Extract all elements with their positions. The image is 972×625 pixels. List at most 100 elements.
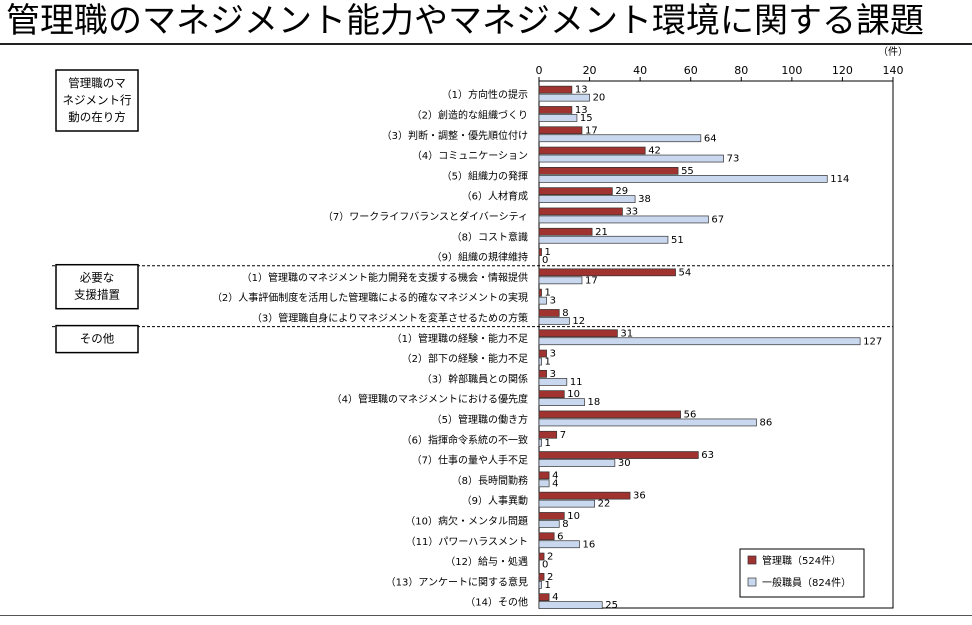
value-label: 67 bbox=[711, 214, 724, 225]
category-label: （3）判断・調整・優先順位付け bbox=[382, 129, 528, 142]
category-label: （1）管理職のマネジメント能力開発を支援する機会・情報提供 bbox=[242, 271, 528, 284]
bar-manager bbox=[538, 126, 583, 135]
bar-manager bbox=[538, 329, 618, 338]
bar-staff bbox=[538, 296, 547, 305]
bar-staff bbox=[538, 479, 550, 488]
category-label: （2）創造的な組織づくり bbox=[412, 108, 528, 121]
bar-manager bbox=[538, 146, 646, 155]
value-label: 2 bbox=[547, 552, 553, 563]
value-label: 29 bbox=[615, 186, 628, 197]
category-label: （5）管理職の働き方 bbox=[432, 413, 528, 426]
value-label: 36 bbox=[633, 491, 646, 502]
group-label-line: 動の在り方 bbox=[68, 110, 126, 124]
legend-swatch bbox=[747, 555, 757, 565]
value-label: 3 bbox=[550, 369, 556, 380]
x-tick-label: 100 bbox=[781, 64, 802, 77]
bar-staff bbox=[538, 418, 757, 427]
bar-staff bbox=[538, 195, 636, 203]
value-label: 12 bbox=[572, 316, 585, 327]
value-label: 6 bbox=[557, 531, 563, 542]
value-label: 3 bbox=[550, 296, 556, 307]
category-label: （13）アンケートに関する意見 bbox=[386, 575, 528, 588]
value-label: 13 bbox=[575, 105, 588, 116]
value-label: 8 bbox=[562, 308, 568, 319]
category-label: （6）人材育成 bbox=[462, 190, 528, 203]
bar-manager bbox=[538, 390, 565, 398]
bar-manager bbox=[538, 430, 558, 439]
value-label: 17 bbox=[585, 125, 598, 136]
bottom-divider bbox=[0, 615, 972, 616]
value-label: 1 bbox=[545, 357, 551, 368]
x-tick-label: 140 bbox=[883, 64, 904, 77]
value-label: 0 bbox=[542, 255, 548, 266]
value-label: 13 bbox=[575, 85, 588, 96]
bar-staff bbox=[538, 276, 583, 285]
bar-manager bbox=[538, 227, 593, 236]
x-tick-label: 60 bbox=[684, 64, 698, 77]
bar-manager bbox=[538, 532, 555, 541]
bar-staff bbox=[538, 114, 578, 122]
legend-swatch bbox=[747, 577, 757, 587]
x-tick-label: 0 bbox=[536, 64, 543, 77]
category-label: （3）幹部職員との関係 bbox=[422, 372, 528, 385]
category-label: （6）指揮命令系統の不一致 bbox=[402, 433, 528, 446]
value-label: 11 bbox=[570, 377, 583, 388]
bar-staff bbox=[538, 235, 669, 244]
value-label: 33 bbox=[625, 206, 638, 217]
bar-staff bbox=[538, 337, 861, 346]
group-label-line: 必要な bbox=[80, 271, 115, 285]
bar-manager bbox=[538, 471, 550, 480]
bar-manager bbox=[538, 349, 547, 358]
category-label: （5）組織力の発揮 bbox=[442, 169, 528, 182]
bar-staff bbox=[538, 438, 542, 447]
bar-staff bbox=[538, 134, 702, 143]
category-label: （2）部下の経験・能力不足 bbox=[402, 352, 528, 365]
value-label: 51 bbox=[671, 235, 684, 246]
bar-staff bbox=[538, 459, 616, 467]
value-label: 42 bbox=[648, 146, 661, 157]
bar-manager bbox=[538, 370, 547, 378]
value-label: 30 bbox=[618, 458, 631, 469]
category-label: （14）その他 bbox=[465, 596, 528, 609]
category-label: （10）病欠・メンタル問題 bbox=[405, 514, 528, 527]
value-label: 7 bbox=[560, 430, 566, 441]
category-label: （7）仕事の量や人手不足 bbox=[412, 454, 528, 467]
group-label-line: 管理職のマ bbox=[68, 76, 126, 90]
value-label: 114 bbox=[830, 174, 849, 185]
unit-label: （件） bbox=[878, 46, 908, 58]
bar-staff bbox=[538, 398, 585, 406]
bar-staff bbox=[538, 317, 570, 325]
value-label: 54 bbox=[679, 267, 692, 278]
value-label: 55 bbox=[681, 166, 694, 177]
group-label-box bbox=[55, 263, 139, 310]
category-label: （8）コスト意識 bbox=[452, 230, 528, 243]
legend-label: 管理職（524件） bbox=[762, 554, 841, 567]
value-label: 10 bbox=[567, 511, 580, 522]
value-label: 1 bbox=[545, 438, 551, 449]
category-label: （1）方向性の提示 bbox=[442, 88, 528, 101]
bar-staff bbox=[538, 580, 542, 589]
title-divider bbox=[0, 43, 972, 45]
category-label: （1）管理職の経験・能力不足 bbox=[392, 332, 528, 345]
legend: 管理職（524件） 一般職員（824件） bbox=[739, 548, 865, 598]
category-label: （9）組織の規律維持 bbox=[432, 251, 528, 264]
bar-manager bbox=[538, 309, 560, 317]
value-label: 63 bbox=[701, 450, 714, 461]
value-label: 2 bbox=[547, 572, 553, 583]
category-label: （12）給与・処遇 bbox=[445, 555, 528, 568]
value-label: 17 bbox=[585, 275, 598, 286]
bar-staff bbox=[538, 357, 542, 366]
category-labels: （1）方向性の提示 （2）創造的な組織づくり （3）判断・調整・優先順位付け （4）コ… bbox=[212, 88, 528, 609]
group-label-box bbox=[55, 324, 139, 354]
value-label: 21 bbox=[595, 227, 608, 238]
category-label: （4）コミュニケーション bbox=[412, 150, 528, 162]
bar-manager bbox=[538, 451, 699, 459]
group-label-line: ネジメント行 bbox=[63, 93, 132, 107]
value-label: 86 bbox=[759, 417, 772, 428]
value-label: 4 bbox=[552, 470, 558, 481]
x-tick-label: 40 bbox=[633, 64, 647, 77]
group-label-box bbox=[55, 69, 139, 132]
bar-manager bbox=[538, 552, 545, 561]
